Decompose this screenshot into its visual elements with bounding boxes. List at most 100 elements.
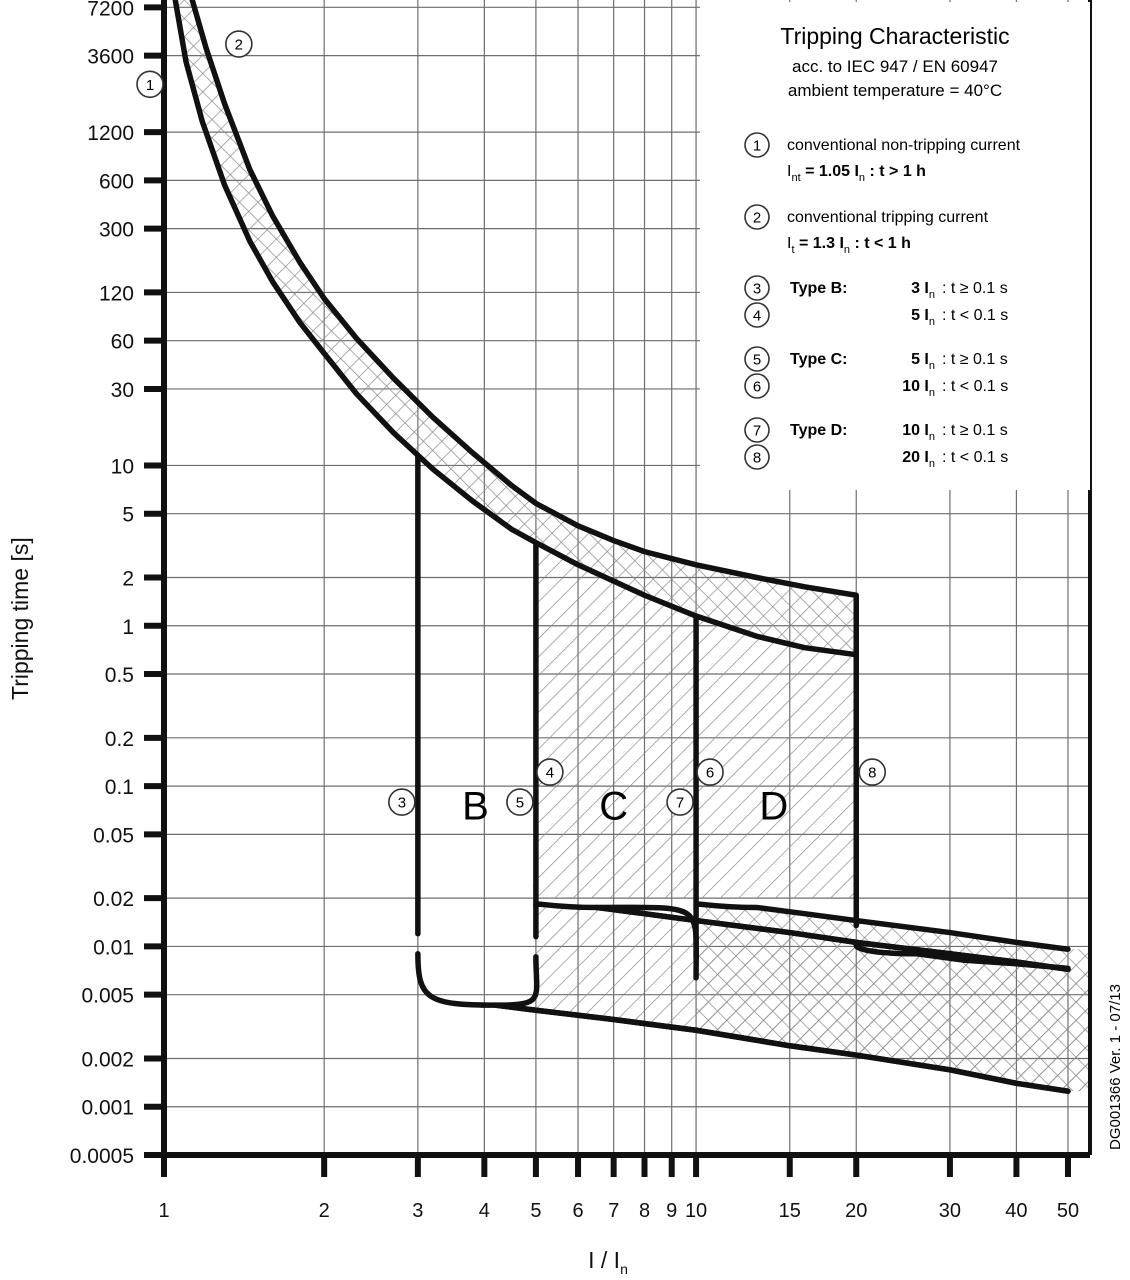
legend-entry-formula: Int = 1.05 In : t > 1 h (787, 163, 926, 184)
y-axis-title-group: Tripping time [s] (7, 537, 33, 700)
x-tick-label: 8 (639, 1200, 650, 1222)
legend-type-condition: 10 In (902, 422, 935, 443)
y-tick-label: 10 (111, 455, 134, 478)
legend-entry-description: conventional non-tripping current (787, 137, 1021, 154)
legend-type-condition: 5 In (911, 351, 935, 372)
curve-markers: 1 2 3 4 5 6 7 8 (136, 30, 887, 816)
y-tick-label: 120 (99, 282, 134, 305)
tick-labels: 7200360012006003001206030105210.50.20.10… (70, 0, 1079, 1222)
y-tick-label: 0.005 (81, 985, 134, 1008)
legend-type-number: 3 (753, 281, 761, 298)
y-tick-label: 5 (122, 504, 134, 527)
marker-number: 2 (235, 37, 243, 54)
marker-6: 6 (696, 758, 724, 786)
x-tick-label: 20 (845, 1200, 867, 1222)
legend-type-4: 4 5 In: t < 0.1 s (744, 302, 1008, 328)
legend-type-5: 5 Type C: 5 In : t ≥ 0.1 s (744, 346, 1008, 372)
x-tick-label: 1 (158, 1200, 169, 1222)
legend-type-time: : t ≥ 0.1 s (942, 351, 1008, 368)
x-tick-label: 10 (685, 1200, 707, 1222)
legend-type-time: : t ≥ 0.1 s (942, 422, 1008, 439)
legend-type-3: 3 Type B: 3 In: t ≥ 0.1 s (744, 275, 1008, 301)
x-axis-title: I / In (588, 1247, 628, 1277)
y-tick-label: 300 (99, 219, 134, 242)
x-tick-label: 3 (412, 1200, 423, 1222)
document-code: DG001366 Ver. 1 - 07/13 (1107, 984, 1124, 1150)
marker-number: 8 (868, 765, 876, 782)
legend-type-name: Type C: (790, 351, 847, 368)
x-tick-label: 2 (319, 1200, 330, 1222)
doc-code-group: DG001366 Ver. 1 - 07/13 (1107, 984, 1124, 1150)
marker-1: 1 (136, 70, 164, 99)
marker-number: 3 (398, 795, 406, 812)
marker-2: 2 (225, 30, 253, 58)
marker-7: 7 (666, 788, 694, 816)
legend-type-number: 7 (753, 423, 761, 440)
marker-number: 4 (546, 765, 554, 782)
y-tick-label: 0.002 (81, 1048, 134, 1071)
legend-type-7: 7 Type D: 10 In : t ≥ 0.1 s (744, 417, 1008, 443)
y-tick-label: 1 (122, 616, 134, 639)
legend-marker-number: 2 (753, 210, 761, 227)
legend-type-number: 4 (753, 308, 761, 325)
marker-5: 5 (506, 788, 534, 816)
marker-3: 3 (388, 788, 416, 816)
y-tick-label: 0.02 (93, 888, 134, 911)
legend-entry-1: 1 conventional non-tripping current Int = … (744, 132, 1021, 184)
legend-type-number: 5 (753, 352, 761, 369)
legend-title: Tripping Characteristic (780, 23, 1009, 49)
legend-entries: 1 conventional non-tripping current Int = … (744, 132, 1021, 256)
x-tick-label: 4 (479, 1200, 490, 1222)
legend-type-time: : t < 0.1 s (942, 378, 1008, 395)
x-axis-title-group: I / In (588, 1247, 628, 1277)
x-tick-label: 40 (1005, 1200, 1027, 1222)
y-tick-label: 0.001 (81, 1097, 134, 1120)
legend-type-number: 6 (753, 379, 761, 396)
legend-type-number: 8 (753, 450, 761, 467)
y-tick-label: 0.0005 (70, 1145, 134, 1168)
zone-label-c: C (599, 784, 628, 828)
legend-type-name: Type D: (790, 422, 847, 439)
x-tick-label: 30 (939, 1200, 961, 1222)
y-tick-label: 0.01 (93, 936, 134, 959)
legend-entry-formula: It = 1.3 In : t < 1 h (787, 235, 911, 256)
x-tick-label: 15 (779, 1200, 801, 1222)
x-tick-label: 9 (666, 1200, 677, 1222)
marker-number: 7 (676, 795, 684, 812)
legend-type-name: Type B: (790, 280, 847, 297)
legend-type-time: : t < 0.1 s (942, 449, 1008, 466)
legend-marker-number: 1 (753, 138, 761, 155)
legend-subtitle-standard: acc. to IEC 947 / EN 60947 (792, 57, 998, 76)
y-tick-label: 600 (99, 170, 134, 193)
legend-type-condition: 3 In (911, 280, 935, 301)
legend-type-entries: 3 Type B: 3 In : t ≥ 0.1 s 4 5 In : t < 0.1 s 5… (744, 275, 1008, 470)
y-tick-label: 1200 (87, 122, 134, 145)
marker-4: 4 (536, 758, 564, 786)
legend-type-6: 6 10 In: t < 0.1 s (744, 373, 1008, 399)
x-tick-label: 50 (1057, 1200, 1079, 1222)
legend-entry-2: 2 conventional tripping current It = 1.3 I… (744, 204, 989, 256)
marker-number: 5 (516, 795, 524, 812)
zone-label-d: D (759, 784, 788, 828)
zone-label-b: B (462, 784, 489, 828)
legend-type-condition: 5 In (911, 307, 935, 328)
x-tick-label: 5 (530, 1200, 541, 1222)
legend-type-8: 8 20 In : t < 0.1 s (744, 444, 1008, 470)
y-tick-label: 0.05 (93, 824, 134, 847)
y-tick-label: 2 (122, 568, 134, 591)
marker-number: 6 (706, 765, 714, 782)
curve-outlines (172, 0, 1071, 1094)
x-tick-label: 6 (572, 1200, 583, 1222)
y-tick-label: 0.5 (105, 664, 134, 687)
y-tick-label: 60 (111, 331, 134, 354)
marker-8: 8 (858, 758, 887, 786)
y-tick-label: 7200 (87, 0, 134, 20)
legend-entry-description: conventional tripping current (787, 209, 989, 226)
y-tick-label: 30 (111, 379, 134, 402)
y-axis-title: Tripping time [s] (7, 537, 33, 700)
y-tick-label: 0.2 (105, 728, 134, 751)
legend-type-condition: 20 In (902, 449, 935, 470)
legend-subtitle-temperature: ambient temperature = 40°C (788, 81, 1002, 100)
